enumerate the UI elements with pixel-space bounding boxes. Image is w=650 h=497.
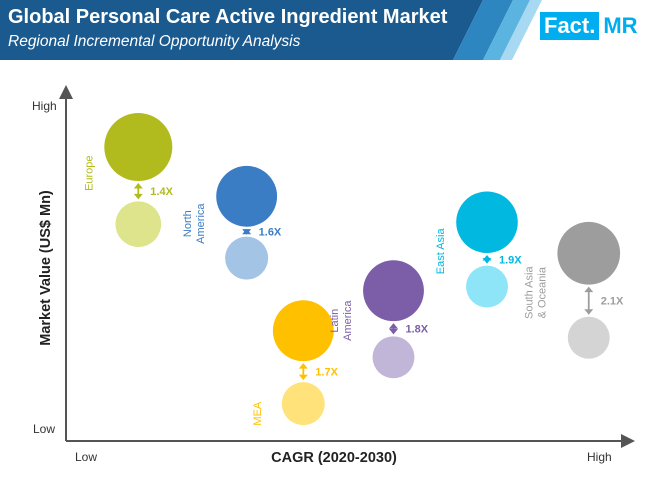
header-stripe-1: [453, 0, 513, 60]
logo-mr: MR: [603, 13, 638, 38]
y-tick-low: Low: [33, 422, 55, 436]
south-asia-oceania-arrow-head-down: [584, 309, 594, 315]
mea-region-label-line: MEA: [252, 401, 264, 426]
header-stripe-2: [483, 0, 530, 60]
latin-america-multiplier-label: 1.8X: [406, 324, 429, 336]
latin-america-current-bubble: [363, 260, 424, 322]
x-tick-high: High: [587, 450, 612, 464]
north-america-current-bubble: [216, 165, 278, 227]
chart-subtitle: Regional Incremental Opportunity Analysi…: [8, 33, 301, 50]
header-banner: Global Personal Care Active Ingredient M…: [0, 0, 650, 60]
latin-america-base-bubble: [372, 336, 415, 379]
factmr-logo: Fact. MR: [540, 12, 642, 40]
south-asia-oceania-current-bubble: [557, 221, 621, 285]
south-asia-oceania-region-label-line: & Oceania: [536, 266, 548, 318]
mea-arrow-head-down: [298, 374, 308, 381]
north-america-base-bubble: [225, 236, 269, 280]
north-america-region-label-line: North: [182, 210, 194, 237]
east-asia-region-label-line: East Asia: [435, 228, 447, 275]
south-asia-oceania-arrow-head-up: [584, 286, 594, 293]
latin-america-arrow-head-up: [389, 323, 398, 329]
header-background: [0, 0, 542, 60]
mea-arrow-head-up: [298, 363, 308, 369]
europe-region-label: Europe: [83, 155, 95, 190]
y-tick-high: High: [32, 99, 57, 113]
x-tick-low: Low: [75, 450, 97, 464]
x-axis-label: CAGR (2020-2030): [271, 450, 397, 466]
north-america-region-label-line: America: [195, 203, 207, 244]
header-stripe-3: [500, 0, 542, 60]
south-asia-oceania-multiplier-label: 2.1X: [601, 296, 624, 308]
logo-fact: Fact.: [540, 12, 600, 40]
chart-title: Global Personal Care Active Ingredient M…: [8, 6, 448, 28]
south-asia-oceania-base-bubble: [567, 316, 610, 359]
mea-base-bubble: [281, 382, 325, 426]
latin-america-region-label-line: America: [342, 300, 354, 341]
europe-current-bubble: [104, 113, 173, 182]
mea-current-bubble: [272, 300, 334, 362]
east-asia-multiplier-label: 1.9X: [499, 254, 522, 266]
europe-multiplier-label: 1.4X: [150, 186, 173, 198]
north-america-multiplier-label: 1.6X: [259, 227, 282, 239]
east-asia-current-bubble: [456, 191, 518, 254]
mea-multiplier-label: 1.7X: [315, 367, 338, 379]
europe-region-label-line: Europe: [83, 155, 95, 190]
north-america-arrow-head-down: [242, 229, 252, 235]
north-america-region-label: NorthAmerica: [182, 203, 207, 244]
east-asia-base-bubble: [466, 265, 508, 308]
south-asia-oceania-region-label: South Asia& Oceania: [523, 266, 548, 319]
latin-america-region-label-line: Latin: [329, 309, 341, 333]
mea-region-label: MEA: [252, 401, 264, 426]
south-asia-oceania-region-label-line: South Asia: [523, 266, 535, 319]
europe-arrow-head-down: [133, 193, 143, 200]
latin-america-arrow-head-down: [389, 328, 398, 335]
y-axis-label: Market Value (US$ Mn): [38, 190, 54, 346]
latin-america-region-label: LatinAmerica: [329, 300, 354, 341]
bubble-layer: 1.4XEurope1.6XNorthAmerica1.7XMEA1.8XLat…: [83, 113, 624, 426]
east-asia-region-label: East Asia: [435, 228, 447, 275]
header-band: [0, 0, 483, 60]
europe-base-bubble: [115, 201, 162, 247]
east-asia-arrow-head-down: [482, 258, 492, 264]
europe-arrow-head-up: [133, 183, 143, 189]
